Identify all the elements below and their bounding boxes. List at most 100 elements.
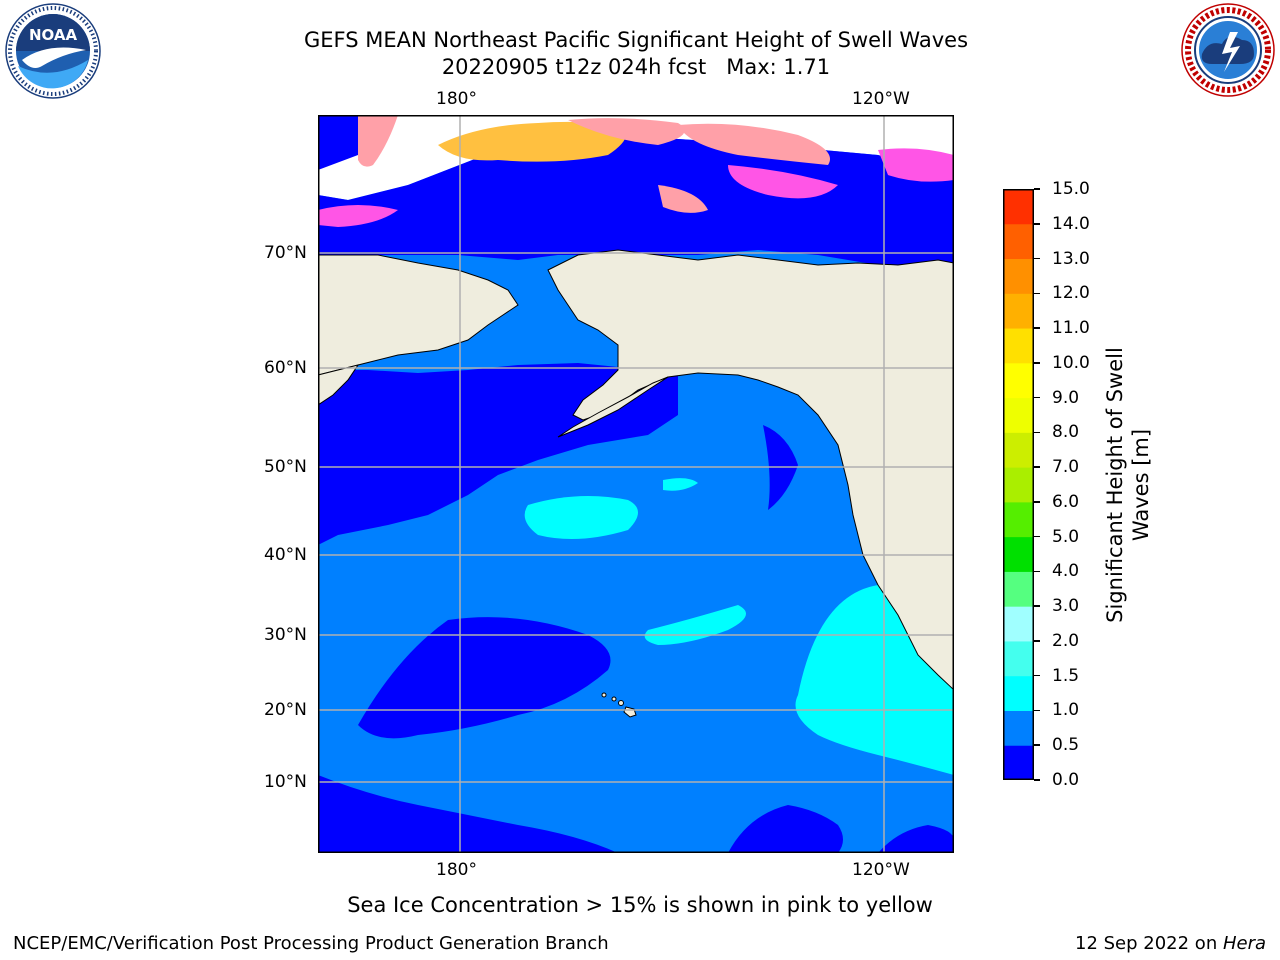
colorbar-tick-mark bbox=[1034, 431, 1040, 434]
colorbar-tick-label: 0.5 bbox=[1052, 735, 1080, 756]
colorbar-segment bbox=[1003, 293, 1034, 329]
colorbar bbox=[1003, 189, 1034, 780]
colorbar-tick-label: 3.0 bbox=[1052, 596, 1080, 617]
lat-label-10n: 10°N bbox=[264, 772, 307, 792]
sea-ice-band-east bbox=[678, 123, 830, 165]
colorbar-tick-mark bbox=[1034, 292, 1040, 295]
colorbar-segment bbox=[1003, 675, 1034, 711]
lat-label-50n: 50°N bbox=[264, 457, 307, 477]
colorbar-tick-mark bbox=[1034, 709, 1040, 712]
arctic-ocean bbox=[318, 135, 954, 280]
colorbar-segment bbox=[1003, 501, 1034, 538]
colorbar-tick-label: 5.0 bbox=[1052, 526, 1080, 547]
lon-label-bottom-180: 180° bbox=[436, 860, 477, 880]
dark-region-southeast bbox=[728, 805, 843, 853]
lat-label-70n: 70°N bbox=[264, 243, 307, 263]
colorbar-tick-label: 1.0 bbox=[1052, 700, 1080, 721]
colorbar-segment bbox=[1003, 606, 1034, 642]
colorbar-segment bbox=[1003, 571, 1034, 607]
colorbar-segment bbox=[1003, 258, 1034, 294]
colorbar-segment bbox=[1003, 467, 1034, 503]
sea-ice-band-west-2 bbox=[358, 115, 398, 167]
colorbar-tick-mark bbox=[1034, 744, 1040, 746]
sea-ice-band-center bbox=[438, 121, 626, 162]
colorbar-tick-mark bbox=[1034, 570, 1040, 573]
colorbar-segment bbox=[1003, 328, 1034, 364]
graticule bbox=[318, 115, 954, 853]
colorbar-tick-label: 4.0 bbox=[1052, 561, 1080, 582]
lat-label-30n: 30°N bbox=[264, 625, 307, 645]
colorbar-segment bbox=[1003, 745, 1034, 780]
colorbar-segment bbox=[1003, 223, 1034, 260]
colorbar-segment bbox=[1003, 189, 1034, 225]
colorbar-segment bbox=[1003, 432, 1034, 468]
lon-label-top-120w: 120°W bbox=[852, 89, 910, 109]
colorbar-tick-mark bbox=[1034, 535, 1040, 538]
dark-region-southwest bbox=[358, 617, 611, 739]
chart-subtitle: 20220905 t12z 024h fcst Max: 1.71 bbox=[441, 55, 831, 79]
cyan-patch-small bbox=[663, 478, 698, 491]
map-frame bbox=[318, 115, 954, 853]
chart-title: GEFS MEAN Northeast Pacific Significant … bbox=[303, 28, 969, 52]
colorbar-tick-mark bbox=[1034, 396, 1040, 399]
colorbar-tick-label: 8.0 bbox=[1052, 422, 1080, 443]
colorbar-tick-label: 14.0 bbox=[1052, 213, 1090, 234]
sea-ice-band-center-pink bbox=[568, 118, 685, 145]
colorbar-tick-mark bbox=[1034, 327, 1040, 329]
colorbar-tick-mark bbox=[1034, 779, 1040, 781]
colorbar-frame bbox=[1003, 189, 1034, 780]
lat-label-60n: 60°N bbox=[264, 358, 307, 378]
lat-label-20n: 20°N bbox=[264, 700, 307, 720]
colorbar-tick-label: 2.0 bbox=[1052, 630, 1080, 651]
colorbar-segment bbox=[1003, 640, 1034, 677]
colorbar-tick-mark bbox=[1034, 605, 1040, 607]
colorbar-label: Significant Height of Swell Waves [m] bbox=[1103, 347, 1153, 623]
colorbar-tick-mark bbox=[1034, 466, 1040, 468]
sea-ice-caption: Sea Ice Concentration > 15% is shown in … bbox=[347, 893, 933, 917]
cyan-patch-east-2 bbox=[918, 670, 954, 755]
land-alaska-peninsula bbox=[557, 376, 669, 438]
colorbar-tick-mark bbox=[1034, 501, 1040, 503]
land-kamchatka bbox=[318, 364, 360, 406]
colorbar-tick-label: 9.0 bbox=[1052, 387, 1080, 408]
colorbar-tick-label: 1.5 bbox=[1052, 665, 1080, 686]
lat-label-40n: 40°N bbox=[264, 545, 307, 565]
colorbar-tick-label: 15.0 bbox=[1052, 179, 1090, 199]
lon-label-top-180: 180° bbox=[436, 89, 477, 109]
nws-logo bbox=[1181, 3, 1275, 97]
colorbar-tick-mark bbox=[1034, 188, 1040, 190]
footer-host: Hera bbox=[1222, 933, 1266, 954]
noaa-logo: NOAA bbox=[5, 3, 101, 99]
colorbar-tick-label: 6.0 bbox=[1052, 491, 1080, 512]
land-alaska-canada bbox=[547, 249, 954, 691]
colorbar-tick-label: 11.0 bbox=[1052, 318, 1090, 339]
colorbar-tick-mark bbox=[1034, 362, 1040, 364]
swell-height-map bbox=[318, 115, 954, 853]
colorbar-segment bbox=[1003, 710, 1034, 746]
dark-region-southeast-2 bbox=[878, 825, 954, 853]
dark-region-south bbox=[318, 775, 618, 853]
colorbar-segment bbox=[1003, 536, 1034, 572]
colorbar-tick-label: 7.0 bbox=[1052, 457, 1080, 478]
colorbar-tick-label: 13.0 bbox=[1052, 248, 1090, 269]
colorbar-tick-label: 12.0 bbox=[1052, 283, 1090, 304]
lon-label-bottom-120w: 120°W bbox=[852, 860, 910, 880]
footer-credit: NCEP/EMC/Verification Post Processing Pr… bbox=[13, 933, 609, 954]
colorbar-tick-mark bbox=[1034, 257, 1040, 260]
sea-ice-band-east-pink bbox=[728, 165, 838, 199]
colorbar-tick-mark bbox=[1034, 674, 1040, 677]
colorbar-segment bbox=[1003, 397, 1034, 433]
footer-date: 12 Sep 2022 on Hera bbox=[1075, 933, 1266, 955]
sea-ice-band-west bbox=[318, 205, 398, 227]
colorbar-segment bbox=[1003, 362, 1034, 399]
noaa-logo-text: NOAA bbox=[29, 26, 78, 44]
sea-ice-band-far-east bbox=[878, 148, 954, 182]
colorbar-tick-label: 10.0 bbox=[1052, 352, 1090, 373]
colorbar-tick-label: 0.0 bbox=[1052, 770, 1080, 790]
cyan-patch-east bbox=[795, 585, 954, 775]
colorbar-tick-mark bbox=[1034, 223, 1040, 225]
footer-date-text: 12 Sep 2022 on bbox=[1075, 933, 1223, 954]
cyan-patch-north bbox=[524, 496, 638, 539]
colorbar-tick-mark bbox=[1034, 640, 1040, 642]
sea-ice-band-chukchi bbox=[658, 185, 708, 213]
